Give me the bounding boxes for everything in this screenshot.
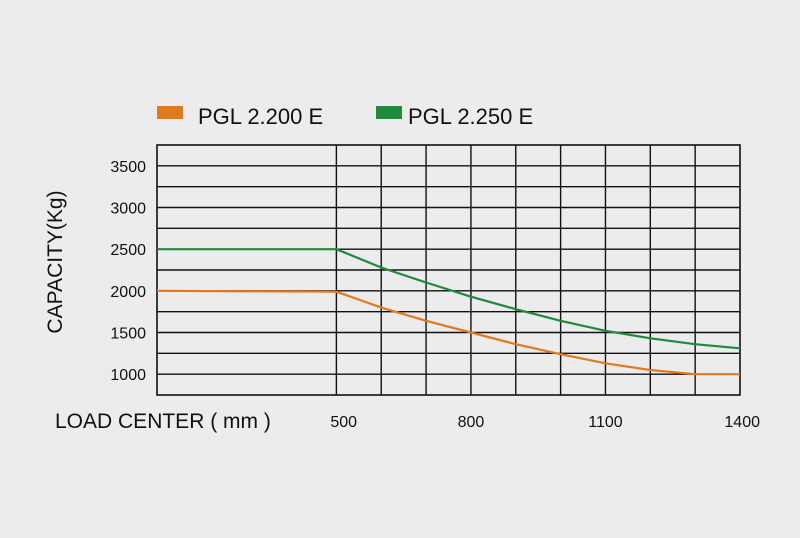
y-axis-label: CAPACITY(Kg) [44,190,67,333]
x-tick-label: 500 [330,414,357,431]
x-axis-tick-labels: 500 800 1100 1400 [330,414,760,431]
x-tick-label: 1100 [588,414,623,431]
x-tick-label: 1400 [724,414,760,431]
x-axis-label: LOAD CENTER ( mm ) [55,410,271,433]
y-tick-label: 1000 [110,367,146,384]
y-tick-label: 2500 [110,242,146,259]
y-tick-label: 1500 [110,326,146,343]
series-layer [156,248,741,376]
grid [156,144,741,396]
legend-label-series-2: PGL 2.250 E [408,104,533,129]
y-axis-tick-labels: 1000 1500 2000 2500 3000 3500 [110,159,146,384]
legend-swatch-series-1 [157,106,183,119]
series-line-2 [157,248,741,350]
legend-label-series-1: PGL 2.200 E [198,104,323,129]
y-tick-label: 2000 [110,284,146,301]
y-tick-label: 3500 [110,159,146,176]
legend-swatch-series-2 [376,106,402,119]
x-tick-label: 800 [458,414,485,431]
y-tick-label: 3000 [110,201,146,218]
legend: PGL 2.200 E PGL 2.250 E [157,104,533,129]
series-line-1 [156,289,740,376]
